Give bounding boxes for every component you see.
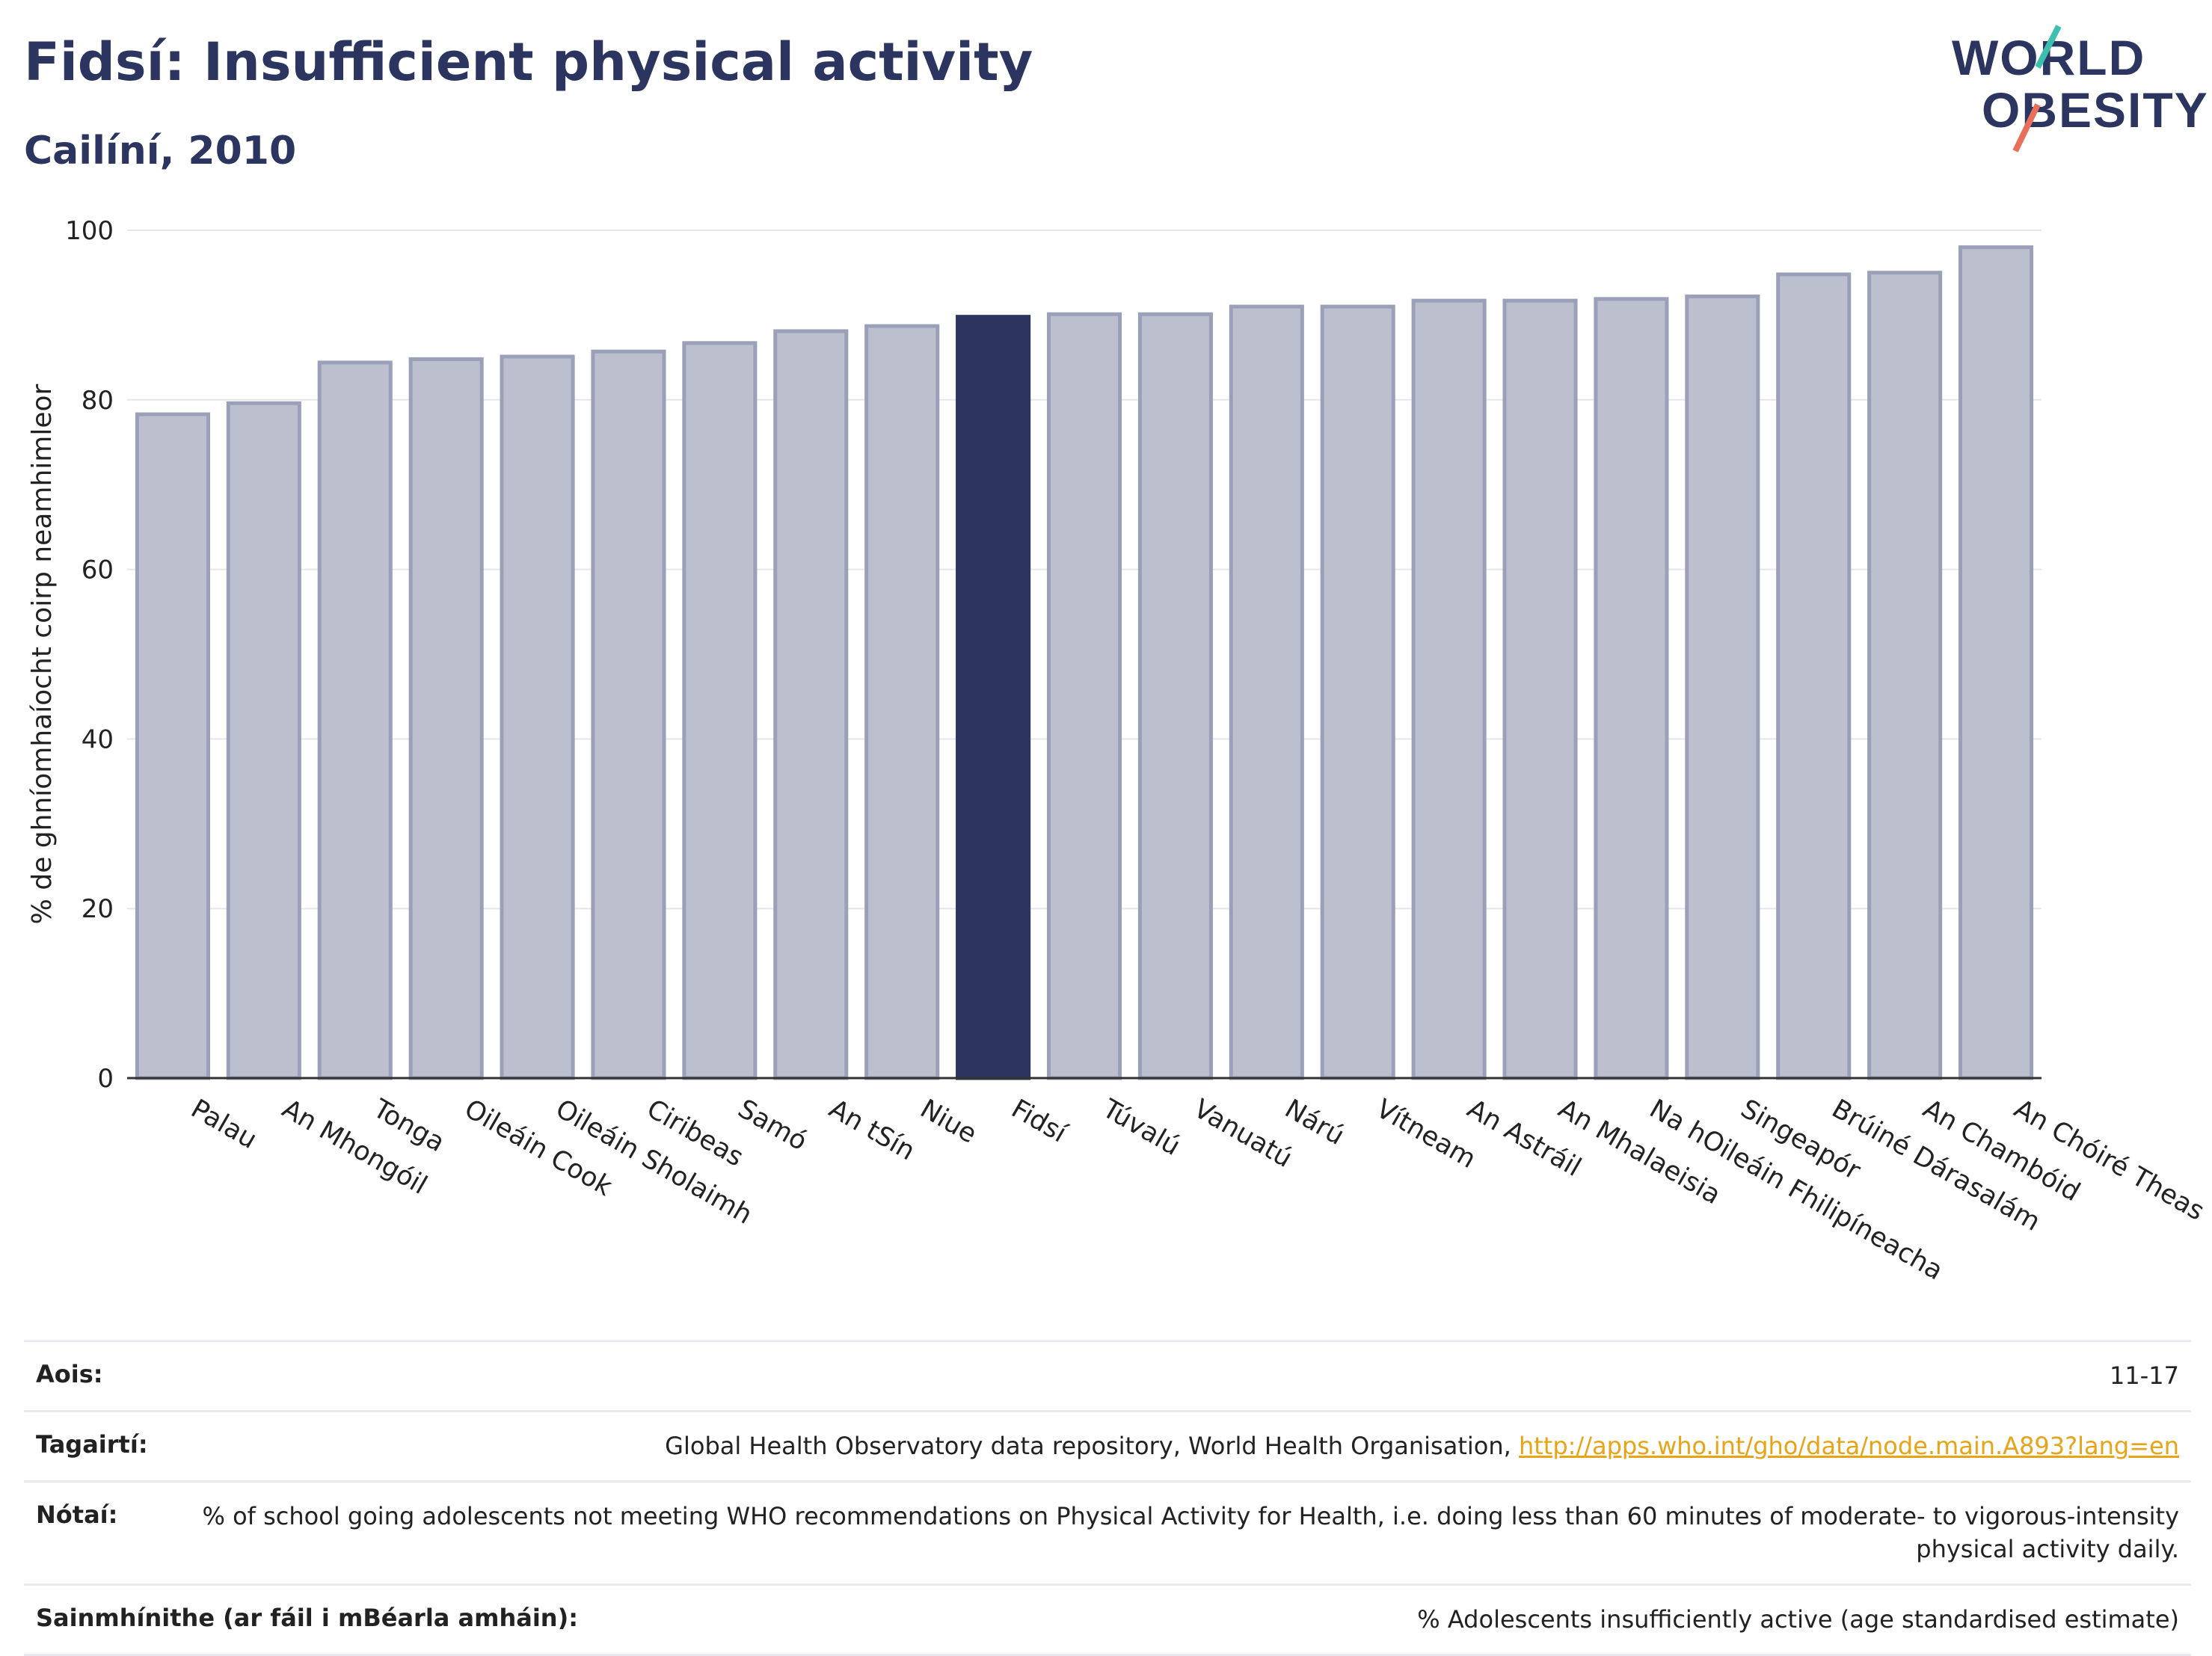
bar <box>1229 304 1304 1080</box>
metadata-value: 11-17 <box>2110 1360 2179 1392</box>
logo-word-obesity: OBESITY <box>1982 82 2209 138</box>
logo-slash-teal <box>2035 25 2062 69</box>
bar <box>864 324 940 1080</box>
chart-title: Fidsí: Insufficient physical activity <box>24 31 1033 93</box>
bar <box>1958 245 2034 1080</box>
bar <box>682 341 758 1080</box>
metadata-label: Aois: <box>36 1360 103 1388</box>
metadata-row: Sainmhínithe (ar fáil i mBéarla amháin):… <box>24 1583 2191 1656</box>
y-axis-label: % de ghníomhaíocht coirp neamhimleor <box>27 384 58 924</box>
bar <box>226 401 301 1080</box>
bar <box>1867 271 1943 1080</box>
world-obesity-logo: WORLD OBESITY <box>1952 25 2209 153</box>
x-tick-label: Vítneam <box>1371 1094 1481 1175</box>
bar <box>317 360 393 1080</box>
y-tick-label: 40 <box>82 724 114 754</box>
metadata-value-text: % of school going adolescents not meetin… <box>202 1502 2179 1563</box>
bar <box>1594 297 1669 1080</box>
y-tick-label: 0 <box>97 1064 114 1094</box>
bar <box>1411 298 1487 1080</box>
y-tick-label: 100 <box>65 216 114 246</box>
x-tick-label: Túvalú <box>1097 1094 1185 1162</box>
bar <box>500 354 575 1080</box>
bar-highlight <box>956 315 1031 1080</box>
x-tick-label: An tSín <box>824 1094 920 1166</box>
bar <box>1685 294 1760 1080</box>
metadata-value-text: % Adolescents insufficiently active (age… <box>1417 1604 2179 1634</box>
x-tick-label: Vanuatú <box>1188 1094 1297 1174</box>
bar <box>773 329 849 1080</box>
y-tick-label: 80 <box>82 386 114 416</box>
logo-word-world: WORLD <box>1952 30 2145 85</box>
x-tick-label: Nárú <box>1279 1094 1349 1151</box>
x-tick-label: Fidsí <box>1007 1094 1072 1149</box>
x-tick-label: Niue <box>915 1094 982 1149</box>
metadata-row: Tagairtí: Global Health Observatory data … <box>24 1410 2191 1480</box>
metadata-label: Nótaí: <box>36 1500 118 1530</box>
x-tick-label: Palau <box>185 1094 262 1155</box>
y-tick-label: 60 <box>82 555 114 585</box>
bar <box>1137 312 1213 1080</box>
metadata-value-text: Global Health Observatory data repositor… <box>665 1432 1519 1461</box>
metadata-value: % of school going adolescents not meetin… <box>147 1500 2179 1565</box>
bar <box>591 349 666 1080</box>
logo-slash-coral <box>2012 103 2041 153</box>
metadata-table: Aois: 11-17 Tagairtí: Global Health Observa… <box>24 1340 2191 1656</box>
metadata-label: Sainmhínithe (ar fáil i mBéarla amháin): <box>36 1603 578 1632</box>
metadata-value: Global Health Observatory data repositor… <box>665 1430 2179 1462</box>
bar <box>1320 304 1395 1080</box>
bar <box>1046 312 1122 1080</box>
bar <box>1776 272 1852 1080</box>
bar <box>408 357 484 1080</box>
chart-subtitle: Cailíní, 2010 <box>24 129 297 173</box>
bar <box>135 412 210 1080</box>
y-tick-labels: 0 20 40 60 80 100 <box>65 216 114 1094</box>
metadata-row: Aois: 11-17 <box>24 1340 2191 1410</box>
bar <box>1502 298 1578 1080</box>
metadata-value-text: 11-17 <box>2110 1361 2179 1390</box>
metadata-value: % Adolescents insufficiently active (age… <box>1417 1604 2179 1636</box>
metadata-row: Nótaí: % of school going adolescents not … <box>24 1480 2191 1583</box>
metadata-label: Tagairtí: <box>36 1430 148 1459</box>
reference-link[interactable]: http://apps.who.int/gho/data/node.main.A… <box>1518 1432 2179 1461</box>
y-tick-label: 20 <box>82 894 114 924</box>
bars <box>135 245 2034 1080</box>
